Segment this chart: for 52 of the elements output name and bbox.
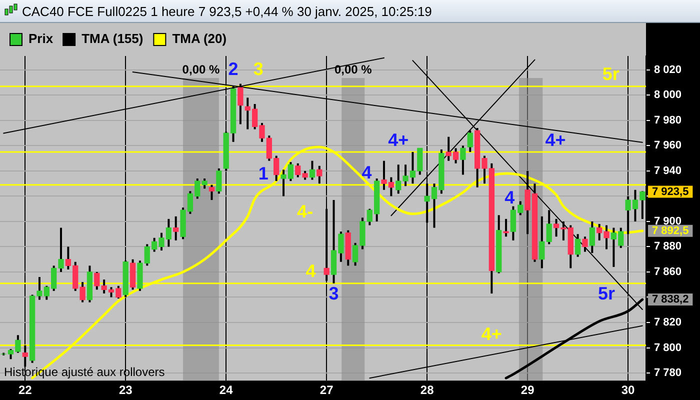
candlestick	[208, 184, 215, 201]
annotation: 5r	[598, 284, 616, 304]
legend-label: Prix	[28, 31, 54, 46]
x-tick-label: 22	[18, 383, 32, 398]
annotation: 5r	[602, 64, 620, 84]
candlestick	[316, 164, 322, 185]
candlestick	[238, 82, 244, 126]
text: 7 892,5	[652, 224, 689, 237]
annotation: 3	[328, 284, 339, 304]
annotation: 1	[258, 164, 268, 184]
annotation: 4+	[481, 324, 502, 344]
legend-label: TMA (155)	[82, 31, 144, 46]
candlestick	[460, 144, 466, 176]
annotation: 4+	[545, 130, 566, 150]
legend-label: TMA (20)	[172, 31, 227, 46]
candlestick	[503, 218, 509, 238]
annotation: 3	[253, 58, 264, 79]
x-tick-label: 30	[621, 383, 636, 398]
y-tick-label: 7 940	[654, 164, 682, 177]
candlestick	[173, 215, 179, 242]
y-tick-label: 7 900	[654, 215, 682, 228]
y-tick-label: 7 960	[654, 140, 682, 152]
y-tick-label: 7 800	[654, 342, 682, 354]
x-tick-label: 24	[219, 383, 234, 398]
candlestick	[216, 167, 222, 195]
y-tick-label: 7 820	[654, 316, 682, 329]
y-tick-label: 8 000	[654, 89, 682, 102]
x-tick-label: 23	[118, 383, 133, 398]
candlestick	[582, 236, 588, 253]
annotation: 4+	[388, 130, 409, 150]
annotation: 2	[228, 58, 238, 79]
candlestick	[574, 233, 581, 258]
annotation: 4	[504, 188, 515, 208]
candlestick	[589, 220, 595, 254]
annotation: 4	[306, 260, 316, 281]
x-tick-label: 28	[420, 383, 434, 398]
y-tick-label: 8 020	[654, 64, 682, 76]
y-tick-label: 7 780	[654, 367, 682, 380]
candlestick	[467, 130, 473, 153]
x-tick-label: 27	[320, 383, 334, 398]
y-tick-label: 7 860	[654, 266, 682, 278]
y-tick-label: 7 880	[654, 240, 682, 253]
annotation: 0,00 %	[182, 62, 220, 76]
x-tick-label: 29	[520, 383, 535, 398]
chart-title: CAC40 FCE Full0225 1 heure 7 923,5 +0,44 % 30 janv. 2025, 10:25:19	[22, 4, 432, 18]
candlestick	[309, 160, 316, 181]
annotation: 4-	[297, 202, 314, 222]
text: 7 923,5	[652, 186, 689, 198]
annotation: 0,00 %	[334, 62, 372, 76]
text: 7 838,2	[652, 294, 689, 306]
annotation: 4	[362, 162, 372, 182]
y-tick-label: 7 980	[654, 114, 682, 126]
